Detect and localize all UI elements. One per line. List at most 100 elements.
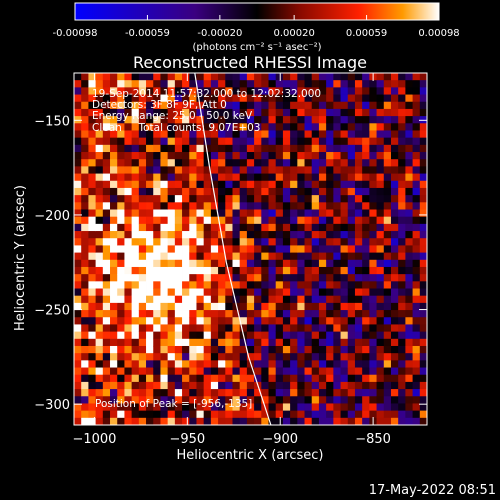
heatmap-cell (376, 94, 385, 103)
heatmap-cell (419, 302, 427, 311)
colorbar-tick-label: -0.00020 (197, 28, 242, 39)
heatmap-cell (275, 259, 284, 268)
heatmap-cell (117, 281, 125, 289)
heatmap-cell (131, 108, 140, 117)
heatmap-cell (182, 216, 190, 225)
heatmap-cell (390, 259, 399, 268)
heatmap-cell (282, 87, 291, 95)
heatmap-cell (138, 231, 147, 239)
heatmap-cell (419, 324, 427, 333)
heatmap-cell (117, 403, 125, 412)
heatmap-cell (102, 396, 111, 404)
heatmap-cell (326, 223, 334, 232)
heatmap-cell (196, 216, 205, 225)
heatmap-cell (326, 166, 334, 174)
heatmap-cell (362, 317, 370, 325)
heatmap-cell (102, 195, 111, 203)
heatmap-cell (318, 123, 327, 131)
heatmap-cell (102, 166, 111, 174)
heatmap-cell (239, 123, 248, 131)
heatmap-cell (282, 274, 291, 282)
heatmap-cell (153, 417, 161, 425)
heatmap-cell (398, 259, 406, 268)
heatmap-cell (326, 144, 334, 153)
heatmap-cell (412, 274, 421, 282)
heatmap-cell (124, 137, 133, 146)
heatmap-cell (376, 353, 385, 361)
heatmap-cell (318, 317, 327, 325)
heatmap-cell (81, 223, 89, 232)
heatmap-cell (282, 389, 291, 397)
heatmap-cell (167, 302, 176, 311)
heatmap-cell (246, 302, 255, 311)
heatmap-cell (347, 338, 356, 347)
heatmap-cell (412, 367, 421, 376)
heatmap-cell (268, 353, 277, 361)
heatmap-cell (254, 403, 262, 412)
heatmap-cell (390, 252, 399, 261)
heatmap-cell (239, 417, 248, 425)
heatmap-cell (153, 338, 161, 347)
heatmap-cell (333, 396, 341, 404)
y-tick-label: −200 (34, 209, 70, 224)
heatmap-cell (304, 159, 313, 167)
heatmap-cell (362, 367, 370, 376)
heatmap-cell (74, 360, 82, 368)
heatmap-cell (210, 389, 219, 397)
heatmap-cell (74, 187, 82, 196)
heatmap-cell (146, 144, 154, 153)
heatmap-cell (117, 367, 125, 376)
heatmap-cell (153, 266, 161, 275)
heatmap-cell (95, 381, 104, 390)
heatmap-cell (210, 274, 219, 282)
heatmap-cell (239, 389, 248, 397)
heatmap-cell (290, 202, 298, 210)
heatmap-cell (383, 231, 392, 239)
heatmap-cell (405, 187, 413, 196)
heatmap-cell (340, 80, 349, 88)
heatmap-cell (203, 245, 212, 253)
heatmap-cell (182, 187, 190, 196)
heatmap-cell (88, 345, 97, 354)
heatmap-cell (203, 116, 212, 124)
heatmap-cell (369, 302, 377, 311)
heatmap-cell (117, 389, 125, 397)
heatmap-cell (232, 245, 241, 253)
heatmap-cell (362, 403, 370, 412)
heatmap-cell (102, 180, 111, 189)
heatmap-cell (124, 345, 133, 354)
heatmap-cell (110, 245, 118, 253)
heatmap-cell (153, 345, 161, 354)
heatmap-cell (218, 403, 226, 412)
heatmap-cell (124, 403, 133, 412)
heatmap-cell (110, 252, 118, 261)
heatmap-cell (153, 80, 161, 88)
heatmap-cell (232, 360, 241, 368)
heatmap-cell (275, 310, 284, 318)
heatmap-cell (354, 331, 363, 340)
heatmap-cell (369, 403, 377, 412)
heatmap-cell (297, 317, 305, 325)
heatmap-cell (333, 360, 341, 368)
heatmap-cell (189, 116, 197, 124)
heatmap-cell (153, 166, 161, 174)
heatmap-cell (376, 274, 385, 282)
heatmap-cell (81, 338, 89, 347)
heatmap-cell (124, 216, 133, 225)
heatmap-cell (189, 209, 197, 218)
heatmap-cell (146, 166, 154, 174)
heatmap-cell (117, 73, 125, 81)
heatmap-cell (290, 331, 298, 340)
heatmap-cell (268, 266, 277, 275)
heatmap-cell (340, 288, 349, 297)
heatmap-cell (261, 216, 269, 225)
heatmap-cell (210, 94, 219, 103)
heatmap-cell (254, 216, 262, 225)
heatmap-cell (189, 123, 197, 131)
heatmap-cell (383, 80, 392, 88)
heatmap-cell (390, 374, 399, 383)
heatmap-cell (225, 417, 233, 425)
heatmap-cell (362, 374, 370, 383)
heatmap-cell (196, 353, 205, 361)
heatmap-cell (268, 310, 277, 318)
